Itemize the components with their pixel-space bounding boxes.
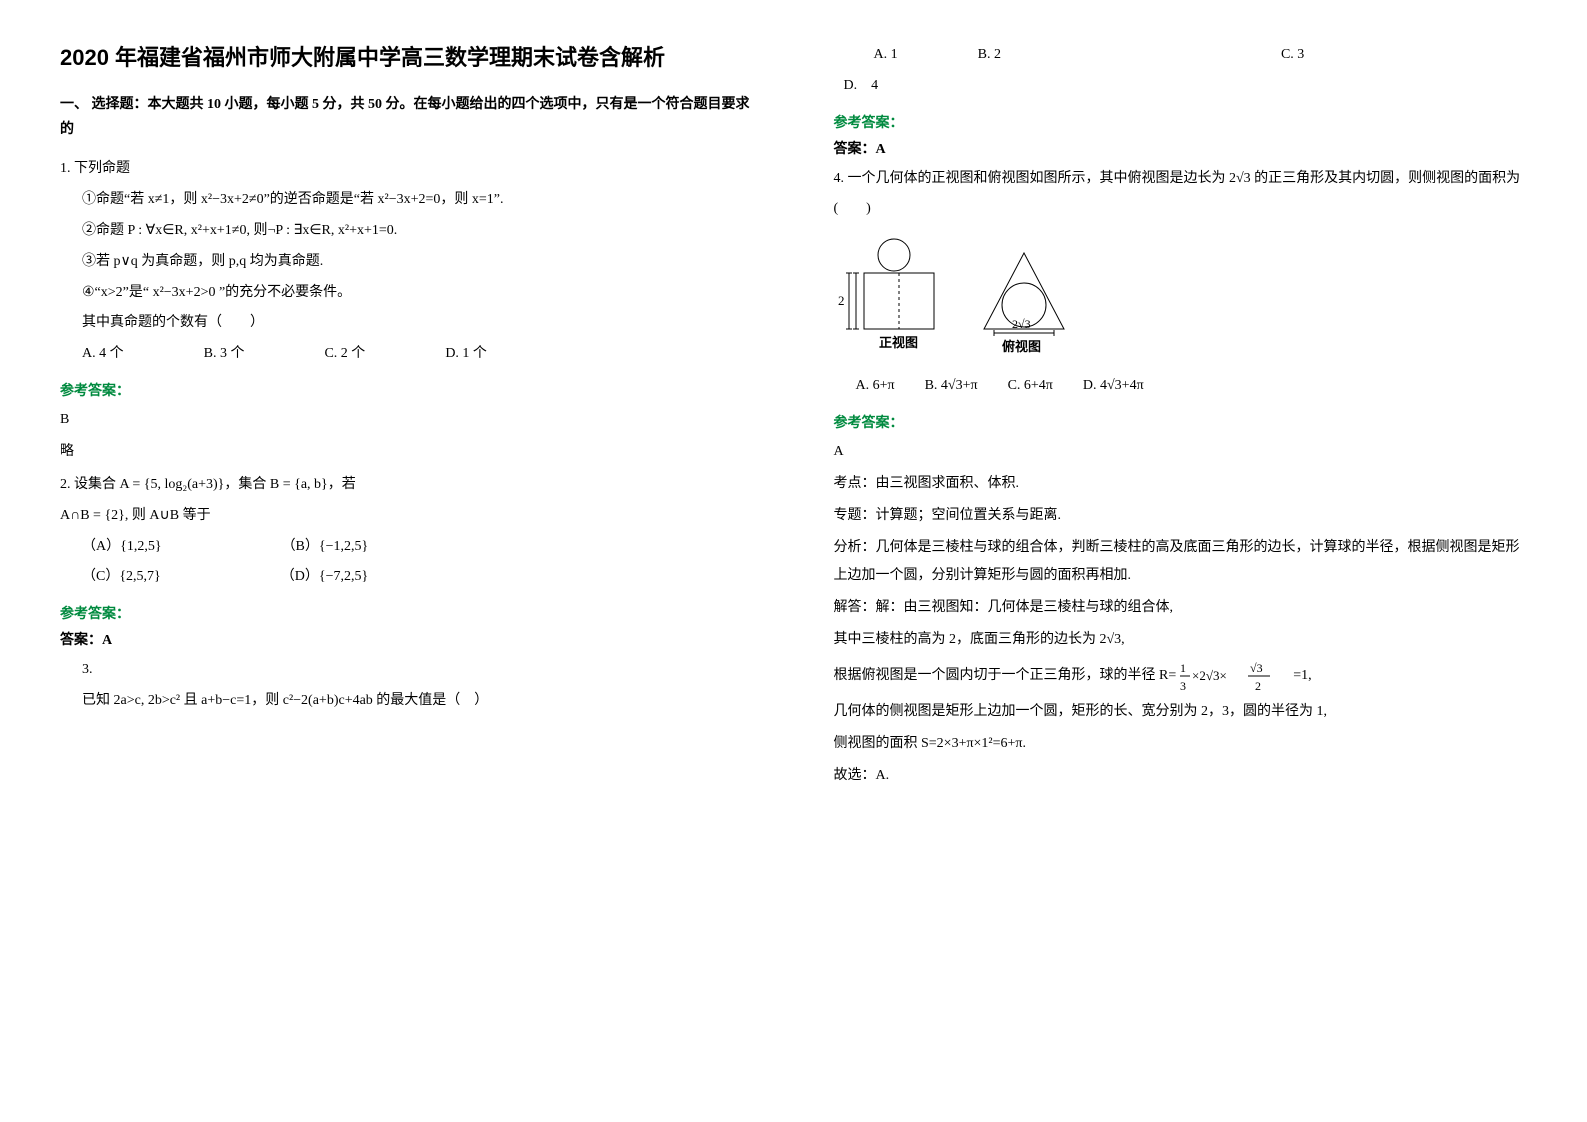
q4-optD: D. 4√3+4π [1083, 371, 1144, 402]
q3-optD: D. 4 [834, 71, 1528, 102]
q2-optD: （D）{−7,2,5} [281, 562, 368, 593]
q1-optB: B. 3 个 [204, 339, 245, 370]
fig-height-label: 2 [838, 293, 845, 308]
fig-front-label: 正视图 [879, 335, 918, 350]
q3-optB: B. 2 [978, 40, 1001, 71]
q4-optC: C. 6+4π [1008, 371, 1053, 402]
fig-base-label: 2√3 [1012, 317, 1031, 331]
page: 2020 年福建省福州市师大附属中学高三数学理期末试卷含解析 一、 选择题：本大… [60, 40, 1527, 794]
q1-optA: A. 4 个 [82, 339, 124, 370]
q1-optC: C. 2 个 [324, 339, 365, 370]
q2-options-row2: （C）{2,5,7} （D）{−7,2,5} [60, 562, 754, 593]
q4-l8: 侧视图的面积 S=2×3+π×1²=6+π. [834, 730, 1528, 758]
q2-answer: 答案：A [60, 629, 754, 649]
q2-optB: （B）{−1,2,5} [282, 532, 369, 563]
svg-text:1: 1 [1180, 661, 1186, 675]
fig-top-label: 俯视图 [1002, 339, 1041, 354]
svg-text:√3: √3 [1250, 661, 1263, 675]
left-column: 2020 年福建省福州市师大附属中学高三数学理期末试卷含解析 一、 选择题：本大… [60, 40, 754, 794]
fraction-expr-svg: 1 3 ×2√3× √3 2 [1180, 658, 1290, 694]
q4-options: A. 6+π B. 4√3+π C. 6+4π D. 4√3+4π [834, 371, 1528, 402]
q4-stem: 4. 一个几何体的正视图和俯视图如图所示，其中俯视图是边长为 2√3 的正三角形… [834, 164, 1528, 226]
q3-optC: C. 3 [1281, 40, 1304, 71]
q4-l7: 几何体的侧视图是矩形上边加一个圆，矩形的长、宽分别为 2，3，圆的半径为 1, [834, 698, 1528, 726]
question-3: 3. 已知 2a>c, 2b>c² 且 a+b−c=1，则 c²−2(a+b)c… [60, 655, 754, 717]
q4-l5: 其中三棱柱的高为 2，底面三角形的边长为 2√3, [834, 626, 1528, 654]
q1-prop4: ④“x>2”是“ x²−3x+2>0 ”的充分不必要条件。 [60, 278, 754, 309]
q2-answer-head: 参考答案： [60, 603, 754, 623]
q2-stem-b: A∩B = {2}, 则 A∪B 等于 [60, 501, 754, 532]
q4-l1: 考点：由三视图求面积、体积. [834, 470, 1528, 498]
q3-optA: A. 1 [874, 40, 898, 71]
q2-optA: （A）{1,2,5} [82, 532, 162, 563]
svg-text:2: 2 [1255, 679, 1261, 693]
q2-optC: （C）{2,5,7} [82, 562, 161, 593]
q2-stem-a: 2. 设集合 A = {5, log₂(a+3)}，集合 B = {a, b}，… [60, 470, 754, 501]
q1-note: 略 [60, 438, 754, 466]
q4-optB: B. 4√3+π [925, 371, 978, 402]
doc-title: 2020 年福建省福州市师大附属中学高三数学理期末试卷含解析 [60, 40, 754, 72]
q4-l2: 专题：计算题；空间位置关系与距离. [834, 502, 1528, 530]
q3-stem: 已知 2a>c, 2b>c² 且 a+b−c=1，则 c²−2(a+b)c+4a… [60, 686, 754, 717]
section-1-head: 一、 选择题：本大题共 10 小题，每小题 5 分，共 50 分。在每小题给出的… [60, 92, 754, 142]
q1-optD: D. 1 个 [445, 339, 487, 370]
q1-ask: 其中真命题的个数有（ ） [60, 308, 754, 339]
question-4: 4. 一个几何体的正视图和俯视图如图所示，其中俯视图是边长为 2√3 的正三角形… [834, 164, 1528, 402]
q3-options: A. 1 B. 2 C. 3 D. 4 [834, 40, 1528, 102]
q3-answer-head: 参考答案： [834, 112, 1528, 132]
views-diagram-svg: 2 正视图 2√3 俯视图 [834, 233, 1094, 363]
q1-prop2: ②命题 P : ∀x∈R, x²+x+1≠0, 则¬P : ∃x∈R, x²+x… [60, 216, 754, 247]
q4-answer: A [834, 438, 1528, 466]
q4-l9: 故选：A. [834, 762, 1528, 790]
q4-optA: A. 6+π [856, 371, 895, 402]
question-2: 2. 设集合 A = {5, log₂(a+3)}，集合 B = {a, b}，… [60, 470, 754, 593]
q1-answer-head: 参考答案： [60, 380, 754, 400]
svg-text:3: 3 [1180, 679, 1186, 693]
q3-num: 3. [60, 655, 754, 686]
q4-l4: 解答：解：由三视图知：几何体是三棱柱与球的组合体, [834, 594, 1528, 622]
q1-prop3: ③若 p∨q 为真命题，则 p,q 均为真命题. [60, 247, 754, 278]
right-column: A. 1 B. 2 C. 3 D. 4 参考答案： 答案：A 4. 一个几何体的… [834, 40, 1528, 794]
q3-answer: 答案：A [834, 138, 1528, 158]
q1-answer: B [60, 406, 754, 434]
question-1: 1. 下列命题 ①命题“若 x≠1，则 x²−3x+2≠0”的逆否命题是“若 x… [60, 154, 754, 370]
q1-stem: 1. 下列命题 [60, 154, 754, 185]
q4-l3: 分析：几何体是三棱柱与球的组合体，判断三棱柱的高及底面三角形的边长，计算球的半径… [834, 534, 1528, 590]
svg-text:×2√3×: ×2√3× [1192, 668, 1227, 683]
q4-l6: 根据俯视图是一个圆内切于一个正三角形，球的半径 R= 1 3 ×2√3× √3 … [834, 658, 1528, 694]
q4-l6b: =1, [1293, 668, 1311, 683]
q2-options-row1: （A）{1,2,5} （B）{−1,2,5} [60, 532, 754, 563]
q4-answer-head: 参考答案： [834, 412, 1528, 432]
q4-figure: 2 正视图 2√3 俯视图 [834, 233, 1528, 363]
q1-options: A. 4 个 B. 3 个 C. 2 个 D. 1 个 [60, 339, 754, 370]
q1-prop1: ①命题“若 x≠1，则 x²−3x+2≠0”的逆否命题是“若 x²−3x+2=0… [60, 185, 754, 216]
q4-l6a: 根据俯视图是一个圆内切于一个正三角形，球的半径 R= [834, 668, 1177, 683]
